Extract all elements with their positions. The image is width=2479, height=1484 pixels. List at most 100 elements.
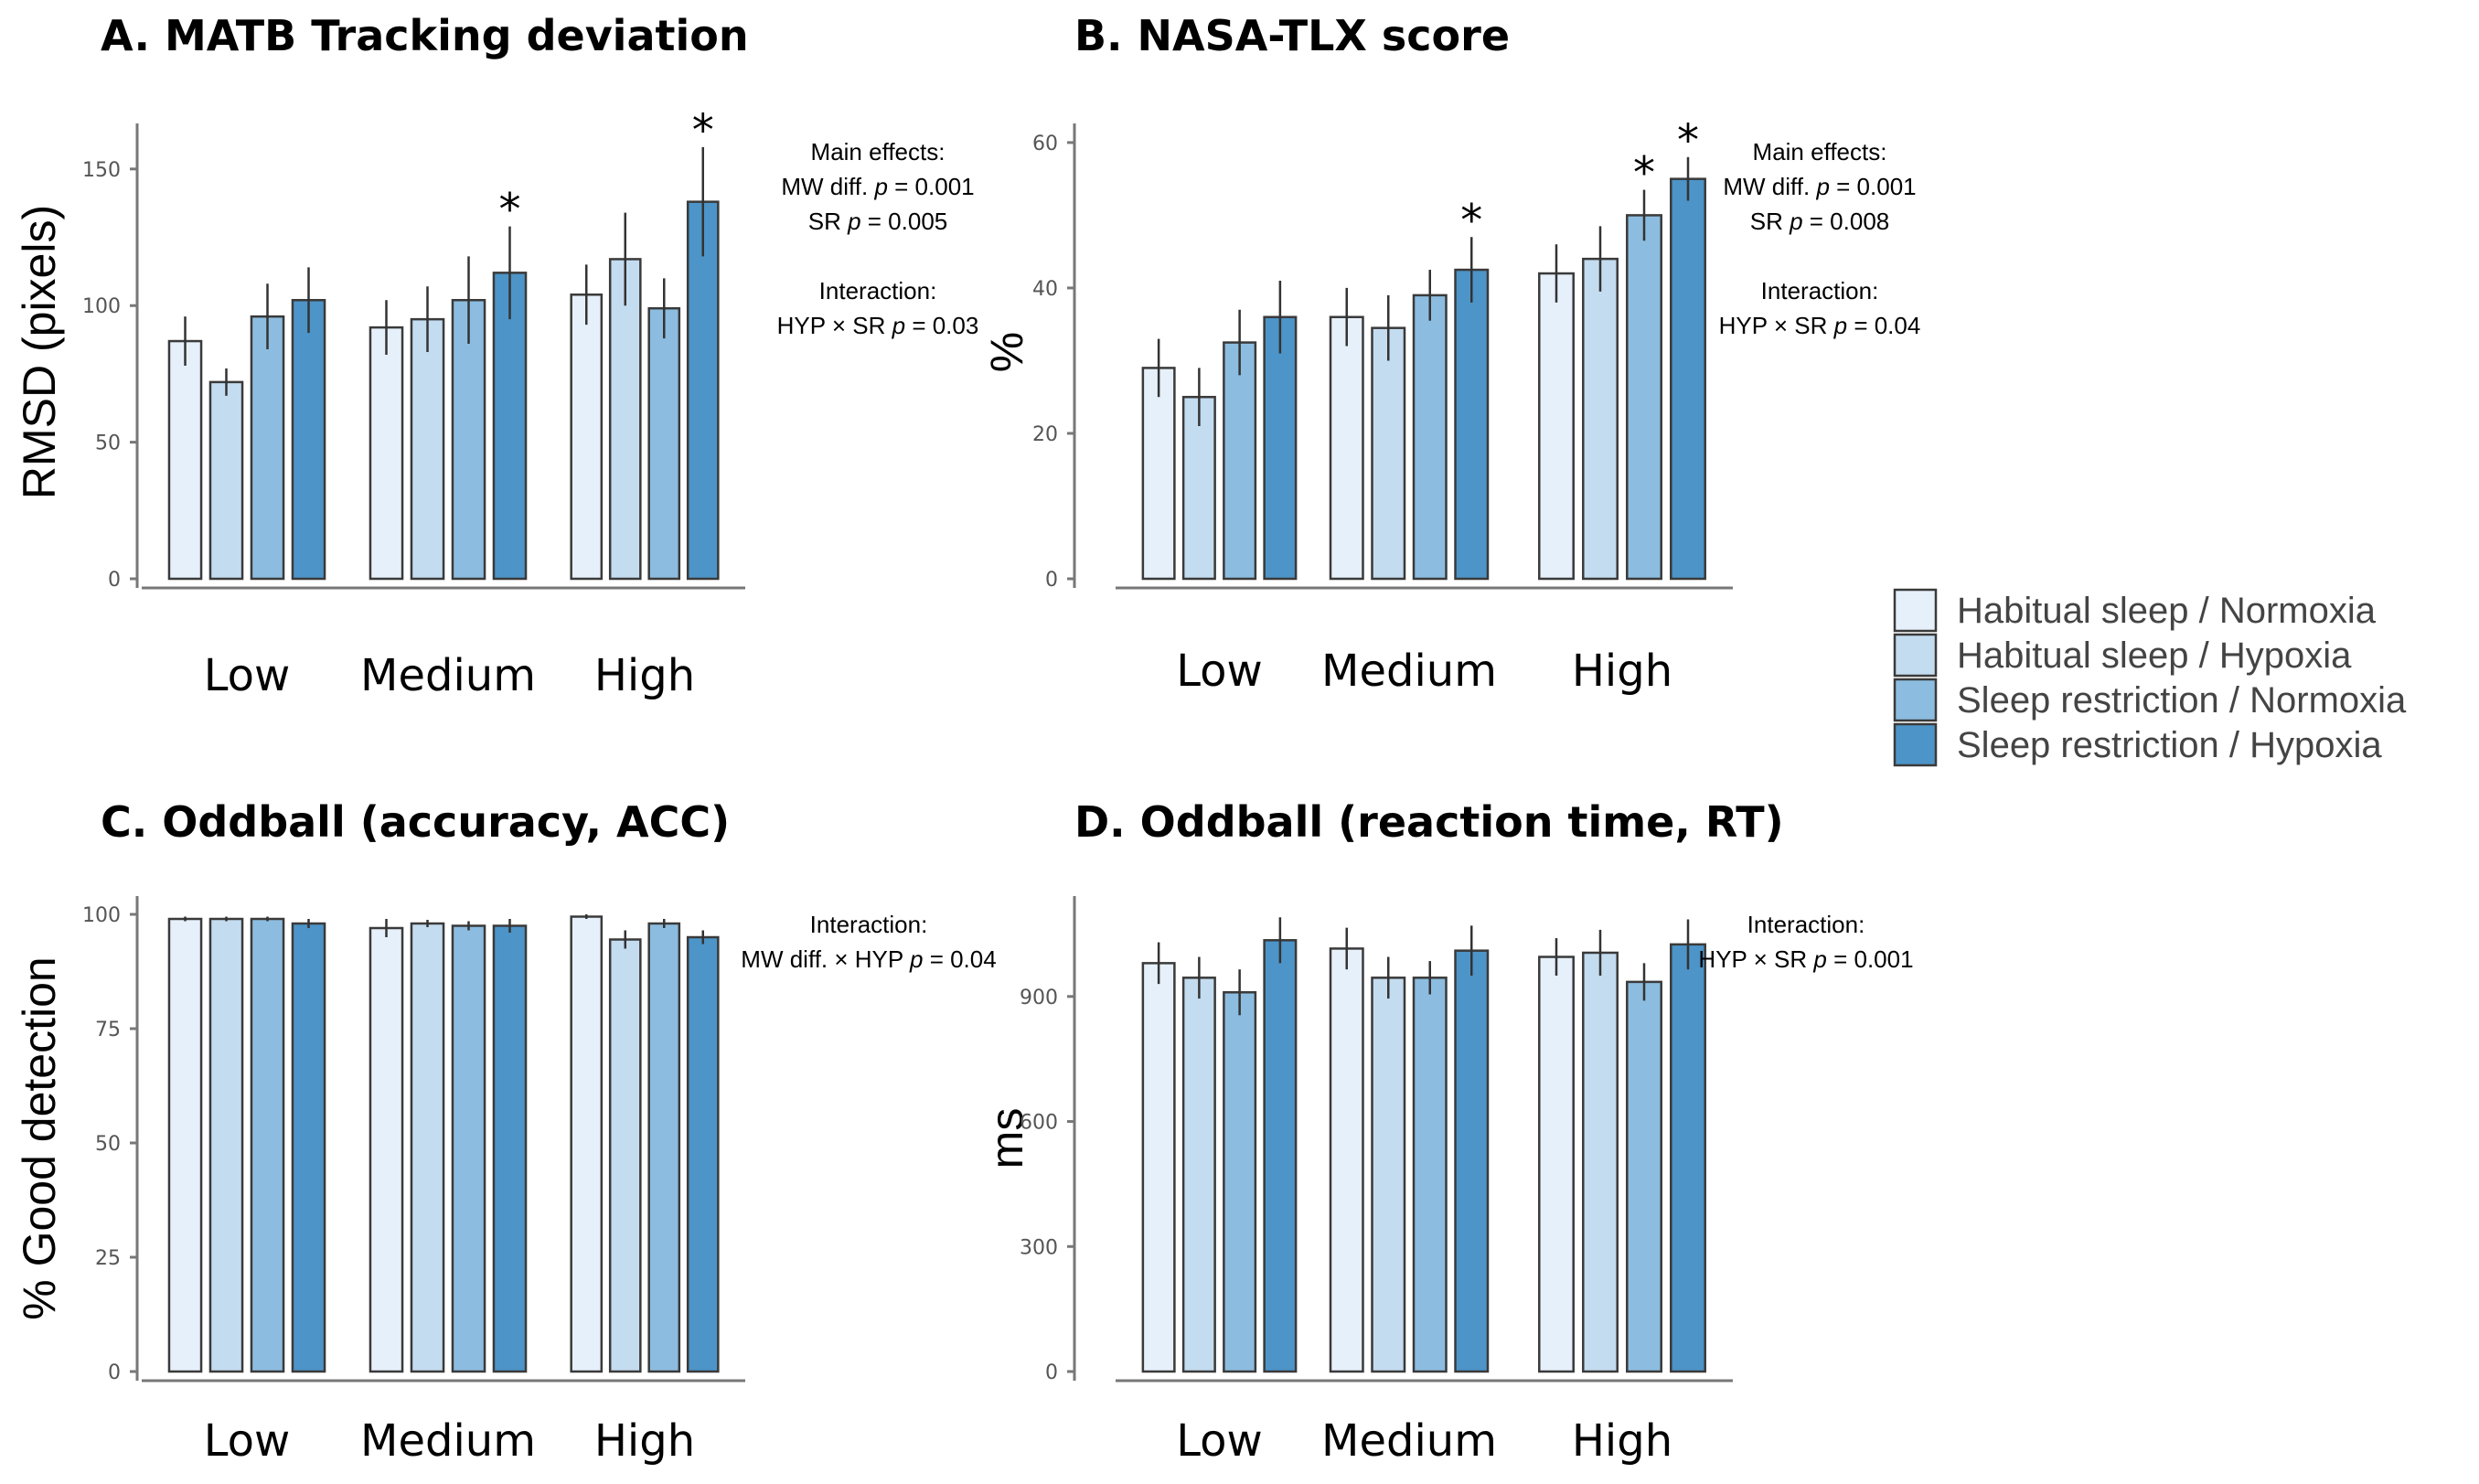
chart-title: A. MATB Tracking deviation [101,11,749,60]
bar [1181,977,1216,1373]
chart-title: B. NASA-TLX score [1074,11,1510,60]
bar [608,938,642,1373]
bar [410,922,445,1373]
bar [1371,326,1406,581]
x-category-label: Low [1176,646,1263,697]
bar [208,917,244,1373]
bar [492,924,528,1373]
annotation-line: Interaction: [1747,911,1865,938]
chart-panel-4: D. Oddball (reaction time, RT) ms 0 300 600 9… [981,797,1914,1467]
bar [1263,939,1298,1373]
x-category-label: Low [1176,1415,1263,1467]
x-category-label: High [594,650,695,701]
y-tick-label: 20 [1032,423,1058,446]
annotation-line: MW diff. p = 0.001 [781,173,974,200]
x-category-label: Low [204,650,291,701]
bar [608,258,642,581]
bar [1538,956,1575,1373]
annotation-line: SR p = 0.008 [1750,208,1890,235]
legend-label: Habitual sleep / Normoxia [1957,591,2377,631]
y-tick-label: 300 [1020,1236,1058,1259]
bar [1412,977,1448,1373]
bar [647,922,681,1373]
bar [1371,977,1406,1373]
bar [369,926,404,1373]
y-tick-label: 0 [1045,569,1058,592]
y-tick-label: 0 [1045,1361,1058,1384]
bar [1223,341,1257,581]
y-tick-label: 100 [82,295,121,318]
chart-title: C. Oddball (accuracy, ACC) [101,797,730,847]
bar [1582,257,1619,581]
legend-swatch [1893,633,1938,678]
bar [1454,268,1490,581]
bar [1582,951,1619,1373]
bar [1181,395,1216,581]
bar [410,317,445,581]
bar [250,917,285,1373]
bar [1329,947,1364,1373]
chart-panel-1: A. MATB Tracking deviation RMSD (pixels) 0… [14,11,978,701]
annotation-line: HYP × SR p = 0.001 [1698,945,1913,973]
x-category-label: High [594,1415,695,1467]
bar [1141,367,1176,581]
annotation-line: SR p = 0.005 [808,208,948,235]
bar [291,922,326,1373]
bar [570,915,604,1373]
y-tick-label: 100 [82,904,121,927]
y-axis-label: % [981,332,1032,372]
y-axis-label: RMSD (pixels) [14,205,65,499]
bar [250,315,285,581]
bar [1141,962,1176,1373]
annotation-line: HYP × SR p = 0.03 [777,312,979,339]
bar [291,298,326,581]
bar [570,294,604,581]
significance-star: * [499,185,521,236]
annotation-line: Interaction: [1761,277,1879,304]
x-category-label: Low [204,1415,291,1467]
bar [369,326,404,581]
x-category-label: High [1572,1415,1672,1467]
y-tick-label: 25 [95,1247,121,1270]
bar [1263,315,1298,581]
annotation-line: Main effects: [1753,138,1887,165]
bar [451,924,486,1373]
legend-label: Sleep restriction / Normoxia [1957,680,2407,721]
y-tick-label: 600 [1020,1112,1058,1135]
y-tick-label: 50 [95,1133,121,1156]
legend-swatch [1893,678,1938,722]
y-tick-label: 150 [82,159,121,182]
bar [686,200,720,581]
legend-swatch [1893,722,1938,767]
y-tick-label: 0 [108,569,121,592]
chart-panel-3: C. Oddball (accuracy, ACC) % Good detecti… [14,797,997,1467]
bar [1626,214,1662,581]
annotation-line: HYP × SR p = 0.04 [1719,312,1921,339]
y-tick-label: 75 [95,1019,121,1041]
chart-title: D. Oddball (reaction time, RT) [1074,797,1784,847]
x-category-label: Medium [360,1415,536,1467]
bar [167,339,203,581]
bar [451,298,486,581]
annotation-line: MW diff. p = 0.001 [1723,173,1916,200]
bar [647,306,681,581]
significance-star: * [1633,148,1655,199]
bar [1538,272,1575,581]
bar [1412,294,1448,581]
y-tick-label: 50 [95,432,121,455]
bar [1670,943,1706,1373]
significance-star: * [692,105,714,156]
legend-label: Habitual sleep / Hypoxia [1957,635,2352,676]
annotation-line: Main effects: [811,138,946,165]
y-axis-label: ms [981,1108,1032,1169]
bar [1670,177,1706,581]
chart-panel-2: B. NASA-TLX score% 0 20 40 60 Low Medium High * *… [981,11,1920,697]
annotation-line: MW diff. × HYP p = 0.04 [741,945,996,973]
y-tick-label: 40 [1032,278,1058,301]
y-tick-label: 900 [1020,987,1058,1009]
x-category-label: Medium [1321,646,1497,697]
y-tick-label: 60 [1032,133,1058,155]
